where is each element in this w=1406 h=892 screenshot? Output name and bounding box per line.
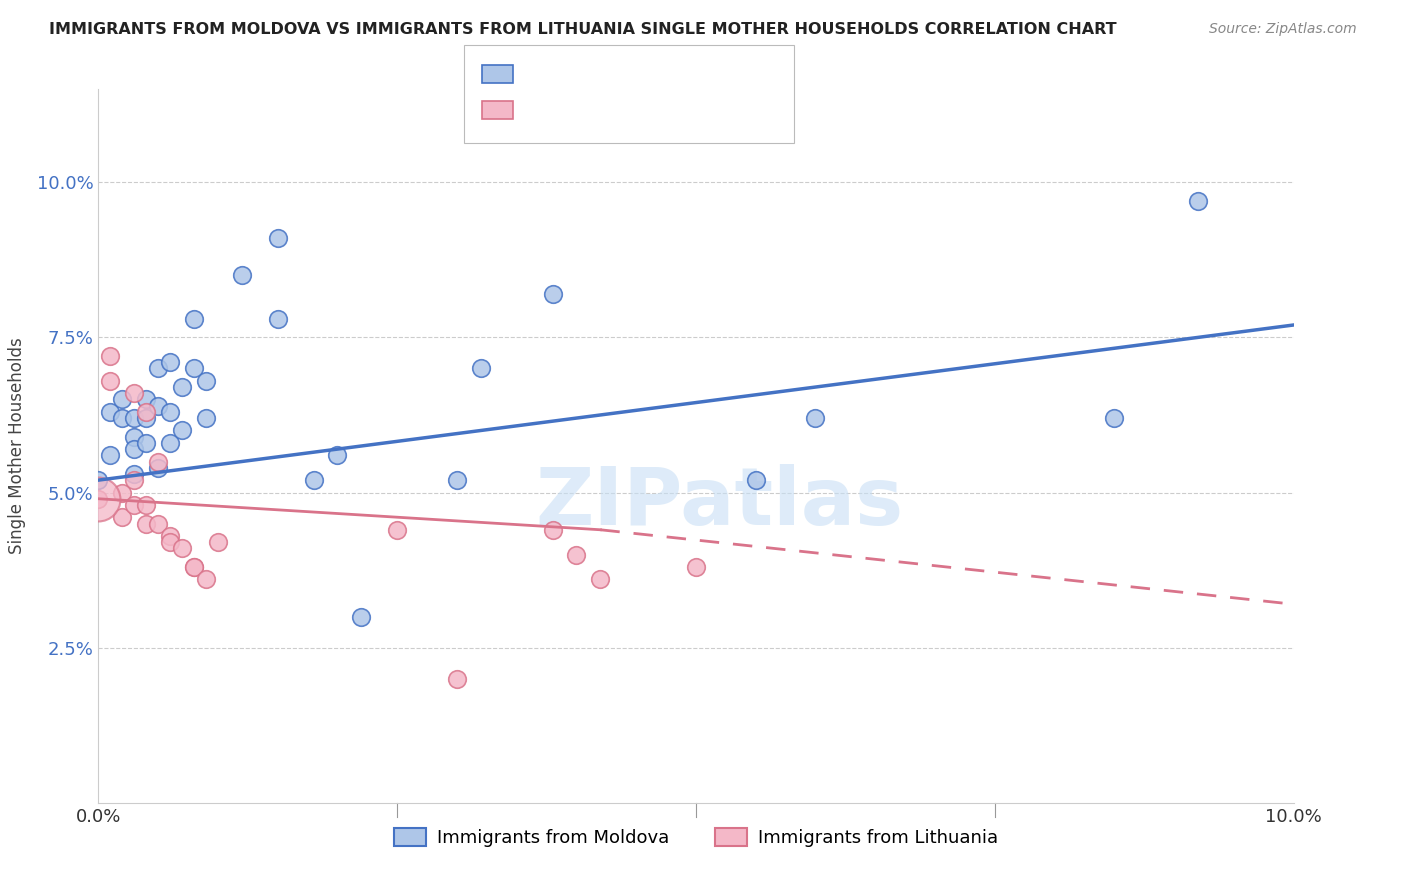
Point	[183, 560, 205, 574]
Point	[124, 430, 146, 444]
Point	[446, 473, 468, 487]
Point	[183, 560, 205, 574]
Point	[446, 672, 468, 686]
Point	[159, 436, 181, 450]
Point	[685, 560, 707, 574]
Text: R =: R =	[524, 101, 561, 119]
Point	[1104, 411, 1126, 425]
Point	[565, 548, 588, 562]
Point	[124, 411, 146, 425]
Point	[159, 535, 181, 549]
Text: N =: N =	[621, 101, 658, 119]
Point	[135, 392, 157, 407]
Point	[124, 473, 146, 487]
Point	[541, 287, 564, 301]
Point	[470, 361, 492, 376]
Legend: Immigrants from Moldova, Immigrants from Lithuania: Immigrants from Moldova, Immigrants from…	[387, 821, 1005, 855]
Point	[745, 473, 768, 487]
Point	[172, 380, 194, 394]
Point	[98, 374, 122, 388]
Point	[172, 424, 194, 438]
Point	[148, 454, 170, 468]
Point	[159, 405, 181, 419]
Point	[385, 523, 409, 537]
Point	[302, 473, 325, 487]
Point	[135, 516, 157, 531]
Point	[124, 467, 146, 481]
Point	[541, 523, 564, 537]
Text: R =: R =	[524, 65, 561, 83]
Point	[87, 473, 110, 487]
Point	[804, 411, 827, 425]
Point	[98, 448, 122, 462]
Point	[159, 529, 181, 543]
Text: 26: 26	[657, 101, 679, 119]
Point	[87, 491, 110, 506]
Point	[183, 311, 205, 326]
Point	[148, 399, 170, 413]
Point	[148, 361, 170, 376]
Point	[135, 498, 157, 512]
Point	[111, 392, 134, 407]
Point	[231, 268, 253, 283]
Text: 37: 37	[657, 65, 681, 83]
Text: -0.180: -0.180	[562, 101, 621, 119]
Point	[124, 442, 146, 456]
Text: ZIPatlas: ZIPatlas	[536, 464, 904, 542]
Point	[589, 573, 612, 587]
Point	[124, 386, 146, 401]
Point	[172, 541, 194, 556]
Y-axis label: Single Mother Households: Single Mother Households	[7, 338, 25, 554]
Point	[183, 361, 205, 376]
Point	[350, 609, 373, 624]
Point	[195, 374, 218, 388]
Text: Source: ZipAtlas.com: Source: ZipAtlas.com	[1209, 22, 1357, 37]
Point	[207, 535, 229, 549]
Point	[148, 460, 170, 475]
Point	[148, 516, 170, 531]
Text: N =: N =	[621, 65, 658, 83]
Point	[267, 231, 290, 245]
Point	[326, 448, 349, 462]
Point	[267, 311, 290, 326]
Point	[87, 491, 110, 506]
Point	[111, 411, 134, 425]
Point	[98, 349, 122, 363]
Point	[111, 510, 134, 524]
Point	[1187, 194, 1209, 208]
Point	[135, 405, 157, 419]
Point	[159, 355, 181, 369]
Text: IMMIGRANTS FROM MOLDOVA VS IMMIGRANTS FROM LITHUANIA SINGLE MOTHER HOUSEHOLDS CO: IMMIGRANTS FROM MOLDOVA VS IMMIGRANTS FR…	[49, 22, 1116, 37]
Point	[124, 498, 146, 512]
Point	[135, 411, 157, 425]
Point	[111, 485, 134, 500]
Text: 0.314: 0.314	[562, 65, 614, 83]
Point	[98, 405, 122, 419]
Point	[135, 436, 157, 450]
Point	[195, 573, 218, 587]
Point	[195, 411, 218, 425]
